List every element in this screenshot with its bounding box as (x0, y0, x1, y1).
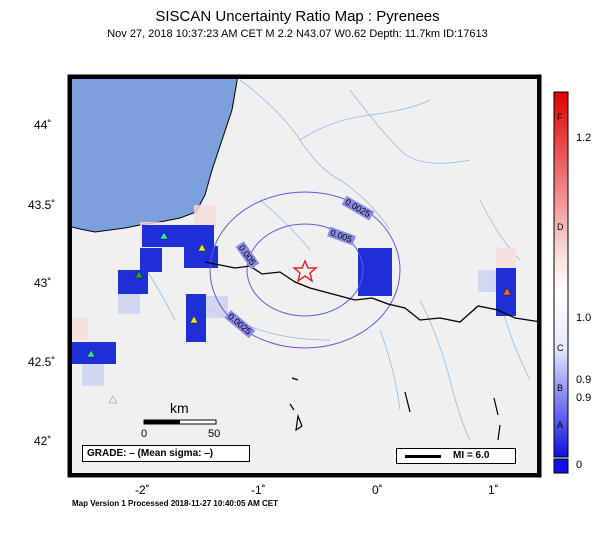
lon-tick: -2˚ (135, 483, 150, 497)
map-title: SISCAN Uncertainty Ratio Map : Pyrenees (155, 8, 440, 25)
sea-area (68, 75, 239, 233)
map-subtitle: Nov 27, 2018 10:37:23 AM CET M 2.2 N43.0… (107, 28, 488, 40)
lat-tick: 44˚ (34, 118, 52, 132)
lat-tick: 42˚ (34, 434, 52, 448)
scale-tick: 50 (208, 428, 221, 440)
colorbar-value: 0.9 (576, 392, 592, 404)
lon-tick: 0˚ (372, 483, 383, 497)
frame-ticks (68, 75, 541, 477)
grade-letter: C (557, 343, 564, 353)
rivers (139, 79, 531, 441)
scale-tick: 0 (141, 428, 148, 440)
grade-letter: A (557, 420, 564, 430)
epicenter-star (292, 259, 318, 283)
mi-bar (405, 455, 441, 458)
lat-tick: 43˚ (34, 276, 52, 290)
scale-bar (143, 419, 217, 425)
colorbar-value: 1.0 (576, 312, 592, 324)
colorbar-value: 1.2 (576, 132, 592, 144)
grade-letter: B (557, 383, 564, 393)
grade-box: GRADE: – (Mean sigma: –) (82, 445, 250, 462)
border-line (204, 261, 541, 323)
colorbar-min (553, 458, 569, 474)
lon-tick: 1˚ (488, 483, 499, 497)
grade-letter: F (557, 112, 563, 122)
islands (289, 377, 501, 441)
colorbar-value: 0 (576, 459, 583, 471)
footer-text: Map Version 1 Processed 2018-11-27 10:40… (72, 499, 279, 508)
colorbar-value: 0.9 (576, 374, 592, 386)
contours (209, 191, 401, 349)
lon-tick: -1˚ (251, 483, 266, 497)
lat-tick: 42.5˚ (28, 355, 56, 369)
mi-label: MI = 6.0 (453, 450, 490, 461)
mi-box: MI = 6.0 (396, 448, 516, 464)
scale-unit: km (170, 400, 189, 416)
faint-cells (82, 270, 498, 386)
colorbar (553, 91, 569, 458)
lat-tick: 43.5˚ (28, 198, 56, 212)
grade-letter: D (557, 222, 564, 232)
stations (86, 231, 512, 404)
